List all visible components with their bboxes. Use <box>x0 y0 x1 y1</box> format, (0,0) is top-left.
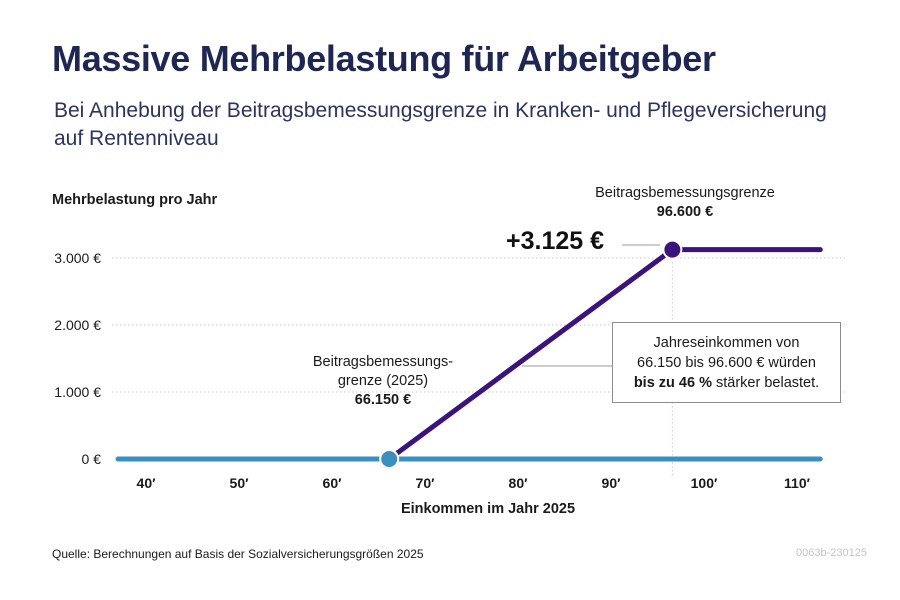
x-tick-label: 100′ <box>691 475 718 491</box>
annotation-current-line2: grenze (2025) <box>337 373 429 389</box>
annotation-current-line1: Beitragsbemessungs- <box>312 354 454 370</box>
annotation-current-limit: Beitragsbemessungs- grenze (2025) 66.150… <box>292 353 474 410</box>
delta-label: +3.125 € <box>506 227 605 255</box>
x-tick-label: 60′ <box>323 475 343 491</box>
y-tick-label: 0 € <box>82 451 102 467</box>
annotation-current-value: 66.150 € <box>354 392 412 408</box>
y-tick-label: 2.000 € <box>54 317 101 333</box>
annotation-raised-line1: Beitragsbemessungsgrenze <box>595 185 775 201</box>
chart-code: 0063b-230125 <box>796 547 867 559</box>
annotation-box-bold: bis zu 46 % <box>633 375 712 391</box>
chart-title: Massive Mehrbelastung für Arbeitgeber <box>52 38 716 79</box>
y-axis-title: Mehrbelastung pro Jahr <box>52 192 218 208</box>
x-tick-label: 50′ <box>230 475 250 491</box>
x-tick-label: 80′ <box>509 475 529 491</box>
source-note: Quelle: Berechnungen auf Basis der Sozia… <box>52 547 424 561</box>
annotation-box: Jahreseinkommen von 66.150 bis 96.600 € … <box>612 322 841 403</box>
x-tick-label: 90′ <box>602 475 622 491</box>
x-axis-title: Einkommen im Jahr 2025 <box>401 501 575 517</box>
x-tick-label: 40′ <box>137 475 157 491</box>
x-tick-label: 70′ <box>416 475 436 491</box>
chart-subtitle: Bei Anhebung der Beitragsbemessungsgrenz… <box>54 99 827 150</box>
annotation-box-line3: bis zu 46 % stärker belastet. <box>613 373 840 393</box>
annotation-box-line2: 66.150 bis 96.600 € würden <box>637 355 816 371</box>
annotation-raised-limit: Beitragsbemessungsgrenze 96.600 € <box>580 184 790 222</box>
marker-raised-limit <box>662 239 683 260</box>
marker-current-limit <box>379 449 400 469</box>
x-tick-label: 110′ <box>784 475 811 491</box>
annotation-box-rest: stärker belastet. <box>711 375 820 391</box>
y-tick-label: 3.000 € <box>54 250 101 266</box>
annotation-box-line1: Jahreseinkommen von <box>653 335 800 351</box>
annotation-raised-value: 96.600 € <box>656 204 714 220</box>
y-tick-label: 1.000 € <box>54 384 101 400</box>
